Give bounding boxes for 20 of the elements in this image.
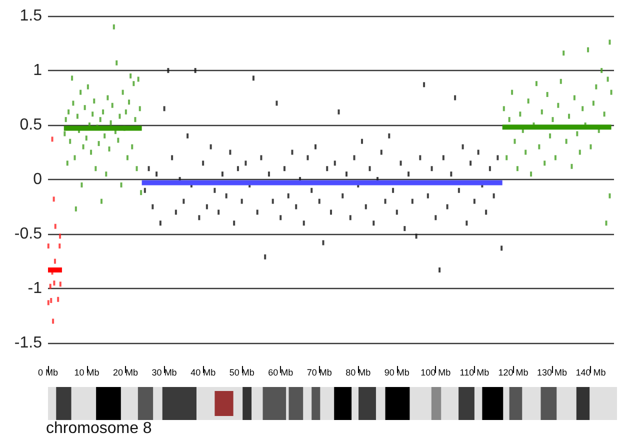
y-tick-label: -1 bbox=[28, 280, 42, 297]
x-tick-label: 20 Mb bbox=[113, 368, 138, 378]
x-tick-label: 130 Mb bbox=[536, 368, 567, 378]
y-tick-label: 0.5 bbox=[20, 116, 42, 134]
y-tick-label: -0.5 bbox=[14, 226, 42, 242]
x-tick-label: 100 Mb bbox=[420, 368, 451, 378]
x-axis-title: chromosome 8 bbox=[46, 420, 152, 438]
y-tick-label: -1.5 bbox=[14, 334, 42, 352]
x-tick-label: 140 Mb bbox=[576, 368, 606, 378]
y-tick-label: 1 bbox=[33, 62, 42, 79]
x-tick-label: 110 Mb bbox=[460, 368, 490, 378]
y-tick-label: 0 bbox=[33, 171, 42, 188]
x-tick-label: 30 Mb bbox=[152, 368, 177, 378]
x-tick-label: 120 Mb bbox=[498, 368, 528, 378]
x-tick-label: 80 Mb bbox=[346, 368, 371, 378]
x-tick-label: 60 Mb bbox=[268, 368, 294, 378]
y-tick-label: 1.5 bbox=[20, 8, 42, 24]
x-tick-label: 70 Mb bbox=[306, 368, 332, 378]
x-tick-label: 0 Mb bbox=[38, 368, 58, 378]
x-tick-label: 40 Mb bbox=[190, 368, 216, 378]
